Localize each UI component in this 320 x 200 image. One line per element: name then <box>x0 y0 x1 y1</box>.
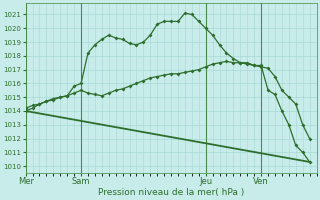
X-axis label: Pression niveau de la mer( hPa ): Pression niveau de la mer( hPa ) <box>98 188 244 197</box>
